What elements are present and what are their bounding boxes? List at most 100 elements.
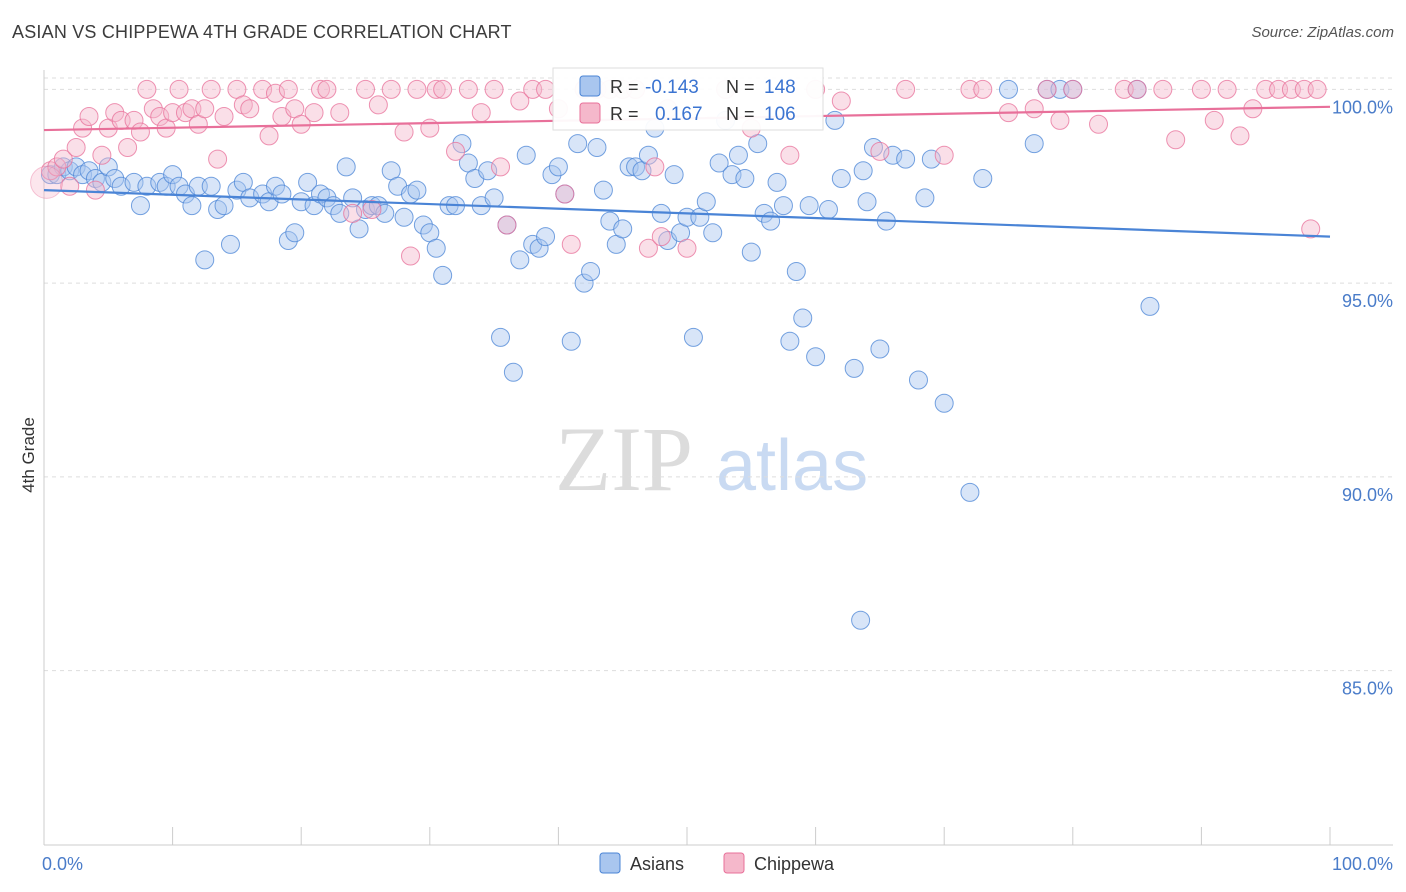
asians-point — [1024, 134, 1044, 154]
chippewa-point — [536, 79, 556, 99]
chippewa-point — [484, 79, 504, 99]
bottom-legend-swatch-asians[interactable] — [599, 852, 621, 874]
chippewa-point — [310, 79, 330, 99]
asians-point — [510, 250, 530, 270]
chippewa-point — [555, 184, 575, 204]
chippewa-point — [1166, 130, 1186, 150]
asians-point — [278, 231, 298, 250]
bottom-legend-label-asians[interactable]: Asians — [630, 854, 684, 874]
y-tick-label: 90.0% — [1342, 485, 1393, 505]
asians-point — [491, 327, 511, 347]
chippewa-point — [79, 107, 99, 126]
y-tick-label: 95.0% — [1342, 291, 1393, 311]
asians-point — [619, 157, 639, 177]
asians-point — [182, 196, 202, 216]
asians-point — [105, 169, 125, 188]
asians-point — [503, 362, 523, 382]
chippewa-point — [356, 79, 375, 99]
chippewa-point — [471, 103, 491, 123]
watermark-zip: ZIP — [555, 408, 693, 510]
asians-point — [703, 223, 723, 243]
y-tick-labels: 85.0% 90.0% 95.0% 100.0% — [1332, 97, 1393, 698]
legend-swatch-chippewa — [579, 102, 601, 124]
asians-point — [272, 184, 292, 204]
watermark-atlas: atlas — [716, 426, 868, 506]
asians-point — [484, 188, 504, 208]
chippewa-point — [85, 180, 105, 200]
source-label: Source: ZipAtlas.com — [1251, 24, 1394, 41]
chippewa-point — [1191, 79, 1211, 99]
chippewa-point — [870, 141, 890, 161]
chippewa-point — [130, 122, 150, 142]
asians-point — [581, 262, 601, 281]
chippewa-point — [60, 176, 80, 196]
chippewa-point — [53, 149, 73, 169]
asians-point — [413, 215, 433, 235]
asians-point — [548, 157, 568, 177]
chippewa-point — [497, 215, 517, 235]
bottom-legend-swatch-chippewa[interactable] — [723, 852, 745, 874]
chippewa-point — [150, 107, 170, 126]
bottom-legend-label-chippewa[interactable]: Chippewa — [754, 854, 835, 874]
asians-point — [664, 165, 684, 185]
asians-point — [851, 610, 871, 630]
asians-point — [934, 393, 954, 413]
legend-swatch-asians — [579, 75, 601, 97]
chippewa-point — [645, 157, 665, 177]
chippewa-point — [66, 138, 86, 157]
asians-point — [793, 308, 813, 328]
asians-point — [298, 172, 318, 192]
chippewa-point — [195, 99, 215, 119]
chippewa-point — [934, 145, 954, 165]
asians-point — [336, 157, 356, 177]
chippewa-point — [973, 79, 993, 99]
asians-point — [921, 149, 941, 169]
chippewa-point — [446, 141, 466, 161]
x-tick-label-min: 0.0% — [42, 854, 83, 874]
asians-point — [317, 188, 337, 208]
asians-point — [999, 79, 1018, 99]
chippewa-point — [651, 227, 671, 247]
chippewa-point — [1089, 114, 1109, 134]
chippewa-point — [401, 246, 421, 266]
chippewa-point — [362, 200, 382, 219]
asians-point — [870, 339, 890, 359]
stats-legend: R = -0.143 N = 148 R = 0.167 N = 106 — [552, 67, 824, 131]
asians-point — [593, 180, 613, 200]
asians-point — [883, 145, 903, 165]
asians-point — [709, 153, 729, 173]
asians-point — [220, 234, 240, 254]
asians-point — [683, 327, 703, 347]
asians-point — [735, 169, 755, 188]
asians-point — [201, 176, 221, 196]
asians-point — [896, 149, 916, 169]
asians-point — [857, 192, 877, 212]
asians-point — [761, 211, 781, 231]
chippewa-point — [831, 91, 851, 111]
chippewa-point — [491, 157, 511, 177]
chippewa-point — [240, 99, 260, 119]
chippewa-point — [1204, 110, 1224, 130]
asians-point — [568, 134, 588, 154]
bottom-legend: Asians Chippewa — [599, 852, 835, 874]
asians-point — [1140, 296, 1160, 316]
chippewa-point — [368, 95, 388, 115]
chippewa-point — [426, 79, 446, 99]
legend-r-value-asians: -0.143 — [645, 77, 699, 98]
asians-point — [137, 176, 157, 196]
axes — [43, 70, 1393, 846]
chippewa-point — [394, 122, 414, 142]
chippewa-point — [304, 103, 324, 123]
asians-point — [542, 165, 562, 185]
asians-point — [214, 196, 234, 216]
asians-point — [844, 358, 864, 378]
legend-r-label-chippewa: R = — [610, 104, 639, 124]
chippewa-point — [780, 145, 800, 165]
asians-point — [516, 145, 536, 165]
chippewa-point — [30, 165, 64, 199]
chippewa-point — [1230, 126, 1250, 146]
chippewa-point — [330, 103, 350, 123]
y-tick-label: 100.0% — [1332, 97, 1393, 117]
asians-point — [561, 331, 581, 351]
